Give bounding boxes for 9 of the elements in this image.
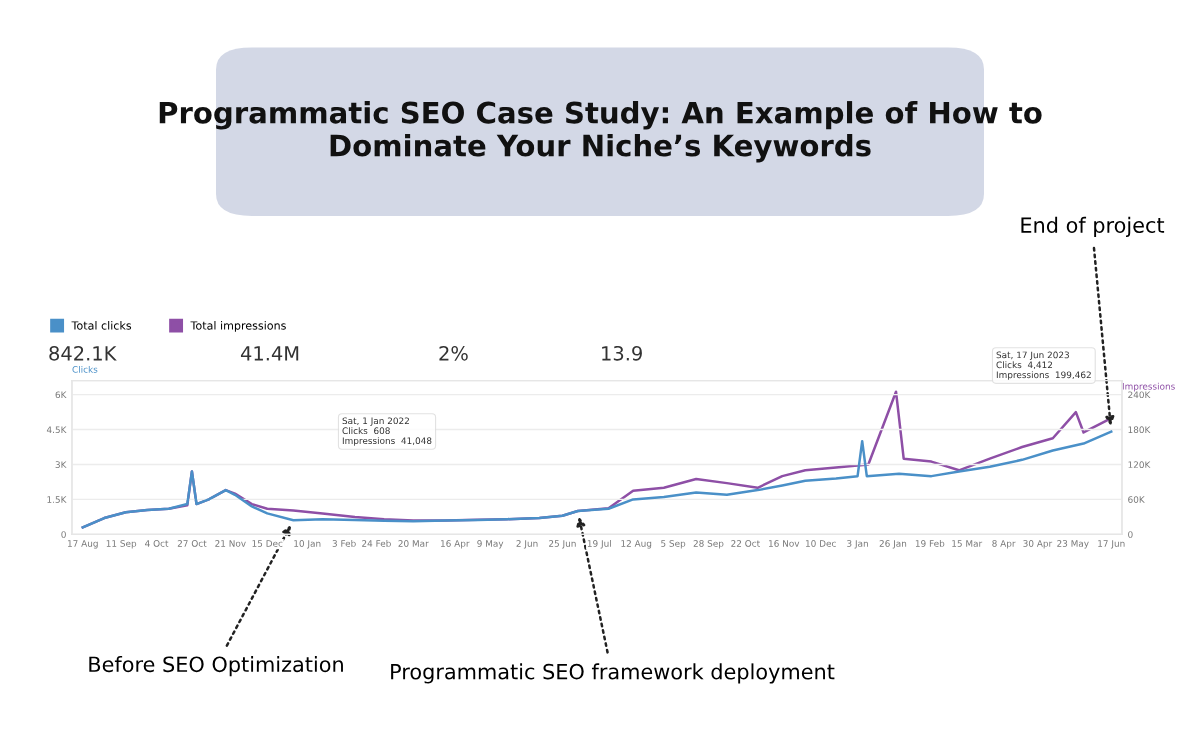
line-series <box>81 430 1113 529</box>
text: 41.4M <box>240 346 299 361</box>
text: 2% <box>439 345 468 361</box>
annotation: End of project <box>1021 216 1165 237</box>
annotation: Programmatic SEO framework deployment <box>391 663 835 684</box>
annotation: Before SEO Optimization <box>89 656 343 677</box>
text: 13.9 <box>602 345 642 361</box>
chart-title: Programmatic SEO Case Study: An Example of How to Dominate Your Niche’s Keywords <box>159 101 1042 163</box>
text: 842.1K <box>49 345 117 361</box>
